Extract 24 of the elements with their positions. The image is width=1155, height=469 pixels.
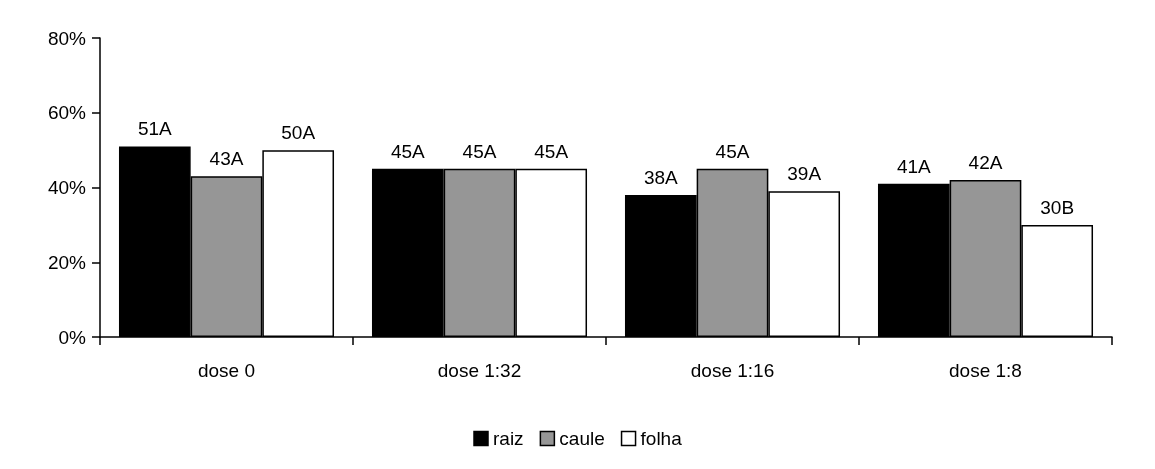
y-tick-label: 80% xyxy=(47,27,87,49)
y-tick-label: 40% xyxy=(47,177,87,198)
data-label: 41A xyxy=(896,155,932,177)
data-label: 45A xyxy=(715,140,750,162)
legend-label: raiz xyxy=(493,428,524,449)
data-label: 45A xyxy=(390,140,426,162)
y-tick-label: 20% xyxy=(47,251,87,273)
data-label: 39A xyxy=(787,163,822,185)
data-label: 50A xyxy=(281,122,316,144)
data-label: 45A xyxy=(462,140,497,162)
data-label: 45A xyxy=(534,140,569,162)
legend-label: caule xyxy=(559,428,605,449)
x-tick-label: dose 0 xyxy=(197,360,256,381)
data-label: 42A xyxy=(968,152,1003,174)
x-tick-label: dose 1:32 xyxy=(437,360,522,381)
data-label: 43A xyxy=(209,148,244,170)
x-tick-label: dose 1:16 xyxy=(690,360,775,381)
data-label: 30B xyxy=(1040,196,1075,218)
y-tick-label: 60% xyxy=(47,102,87,124)
y-tick-label: 0% xyxy=(58,326,87,348)
data-label: 51A xyxy=(137,118,173,140)
x-tick-label: dose 1:8 xyxy=(949,360,1022,381)
legend-label: folha xyxy=(640,428,683,449)
data-label: 38A xyxy=(643,166,679,188)
